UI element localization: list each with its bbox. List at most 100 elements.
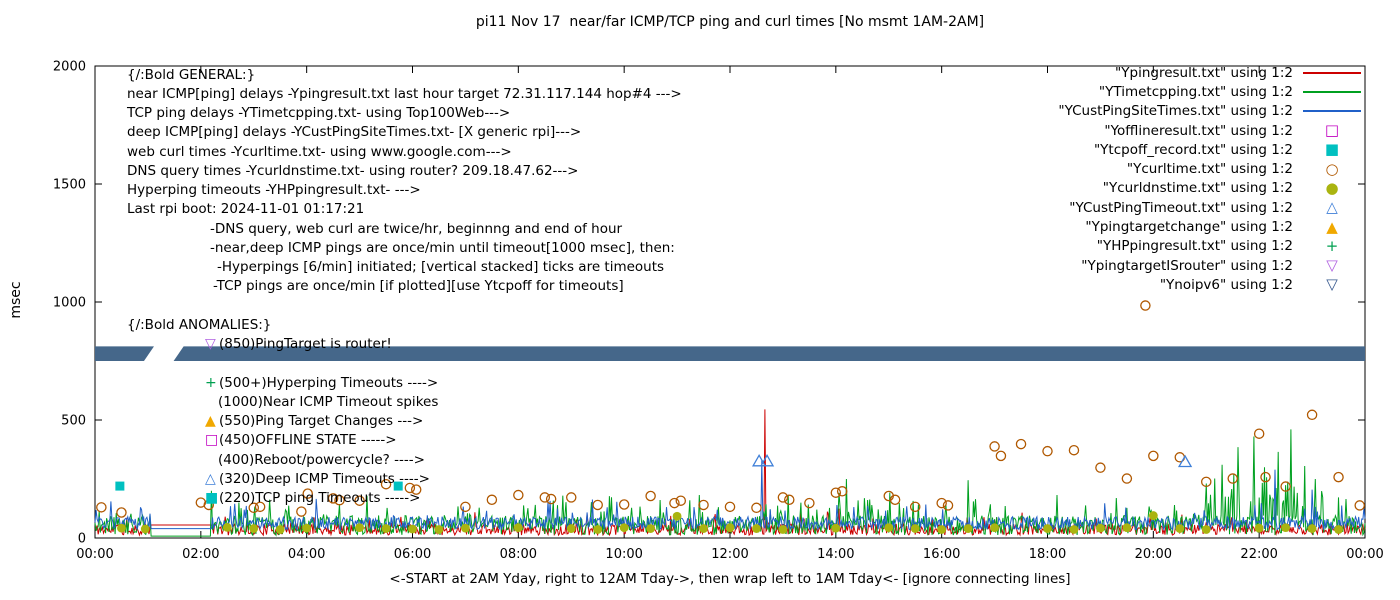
series-point-Ycurldnstime.txt — [566, 524, 576, 533]
series-point-YCustPingTimeout.txt — [751, 453, 767, 467]
series-point-Ycurldnstime.txt — [619, 523, 629, 533]
annotation-line: deep ICMP[ping] delays -YCustPingSiteTim… — [127, 123, 682, 142]
series-point-Ycurltime.txt — [566, 492, 577, 503]
series-point-Ycurldnstime.txt — [884, 523, 894, 533]
series-point-Ycurldnstime.txt — [1096, 523, 1105, 533]
series-point-Ycurldnstime.txt — [937, 525, 947, 534]
legend-label: "Ypingtargetchange" using 1:2 — [1085, 219, 1293, 236]
series-point-Ycurltime.txt — [380, 478, 392, 490]
annotation-line: ■ (220)TCP ping Timeouts -----> — [127, 489, 682, 508]
legend-label: "Ycurltime.txt" using 1:2 — [1126, 161, 1293, 178]
x-axis-label: <-START at 2AM Yday, right to 12AM Tday-… — [389, 571, 1071, 587]
series-point-Ycurltime.txt — [936, 497, 947, 509]
annotation-text: deep ICMP[ping] delays -YCustPingSiteTim… — [127, 124, 582, 141]
legend-sample-line-icon — [1300, 71, 1364, 74]
series-point-Ycurltime.txt — [995, 450, 1007, 462]
series-point-Ycurltime.txt — [989, 441, 1000, 452]
series-point-Ycurldnstime.txt — [1148, 511, 1158, 520]
legend-row: "Ypingresult.txt" using 1:2 — [1058, 63, 1364, 82]
series-point-Ycurltime.txt — [836, 486, 848, 497]
series-point-Ycurldnstime.txt — [1122, 523, 1132, 533]
series-point-Ycurltime.txt — [669, 497, 680, 509]
series-point-Ycurldnstime.txt — [275, 525, 285, 534]
legend-row: "Ynoipv6" using 1:2 ▽ — [1058, 275, 1364, 294]
annotation-line: -DNS query, web curl are twice/hr, begin… — [127, 219, 682, 238]
legend-marker-icon: ▲ — [1326, 217, 1338, 236]
annotation-text: (850)PingTarget is router! — [219, 336, 392, 353]
annotation-text: -TCP pings are once/min [if plotted][use… — [213, 278, 624, 295]
x-tick-label: 02:00 — [182, 547, 219, 562]
annotation-line: -near,deep ICMP pings are once/min until… — [127, 238, 682, 257]
series-point-Ycurltime.txt — [545, 493, 557, 505]
x-tick-label: 22:00 — [1240, 547, 1277, 562]
annotation-line — [127, 296, 682, 315]
annotation-line: {/:Bold ANOMALIES:} — [127, 315, 682, 334]
legend-label: "YHPpingresult.txt" using 1:2 — [1096, 238, 1293, 255]
series-point-YCustPingTimeout.txt — [1177, 454, 1193, 468]
annotation-text: (320)Deep ICMP Timeouts ----> — [219, 470, 430, 487]
annotation-text: -near,deep ICMP pings are once/min until… — [210, 239, 675, 256]
legend-row: "YCustPingTimeout.txt" using 1:2 △ — [1058, 198, 1364, 217]
series-point-Ycurltime.txt — [302, 488, 313, 499]
legend-marker-icon: ▽ — [1326, 256, 1338, 275]
annotation-line: (1000)Near ICMP Timeout spikes — [127, 392, 682, 411]
series-point-Ycurltime.txt — [645, 490, 656, 502]
series-point-Ycurltime.txt — [460, 501, 471, 513]
annotation-line: ▽ (850)PingTarget is router! — [127, 335, 682, 354]
annotation-line: web curl times -Ycurltime.txt- using www… — [127, 142, 682, 161]
series-point-Ycurltime.txt — [296, 506, 307, 517]
series-band-Ynoipv6 — [173, 346, 1365, 361]
legend-row: "Ycurldnstime.txt" using 1:2 ● — [1058, 179, 1364, 198]
x-tick-label: 14:00 — [817, 547, 854, 562]
series-point-Ycurltime.txt — [889, 494, 901, 506]
series-point-Ycurldnstime.txt — [1307, 524, 1317, 533]
series-point-Ycurltime.txt — [830, 487, 842, 498]
legend-row: "Ycurltime.txt" using 1:2 ○ — [1058, 159, 1364, 178]
series-point-Ycurltime.txt — [777, 492, 789, 503]
chart-title: pi11 Nov 17 near/far ICMP/TCP ping and c… — [475, 14, 985, 30]
annotation-line: + (500+)Hyperping Timeouts ----> — [127, 373, 682, 392]
series-point-Ycurltime.txt — [513, 489, 524, 501]
annotation-line: near ICMP[ping] delays -Ypingresult.txt … — [127, 84, 682, 103]
series-point-Ycurldnstime.txt — [963, 524, 973, 533]
annotation-text: web curl times -Ycurltime.txt- using www… — [127, 143, 512, 160]
legend-sample-triangle-down-open-icon: ▽ — [1300, 258, 1364, 273]
annotation-text: DNS query times -Ycurldnstime.txt- using… — [127, 162, 579, 179]
series-point-Ycurltime.txt — [1068, 444, 1080, 456]
series-point-Ycurldnstime.txt — [778, 525, 788, 534]
series-point-Ycurltime.txt — [254, 501, 266, 513]
legend-label: "Yofflineresult.txt" using 1:2 — [1104, 122, 1293, 139]
series-point-Ycurltime.txt — [1140, 300, 1151, 311]
annotation-text: {/:Bold GENERAL:} — [127, 66, 256, 83]
series-point-Ycurltime.txt — [1280, 481, 1291, 492]
annotation-text: (450)OFFLINE STATE -----> — [219, 432, 397, 449]
annotation-line: □ (450)OFFLINE STATE -----> — [127, 431, 682, 450]
series-point-Ycurltime.txt — [96, 502, 107, 513]
annotation-line: ▲ (550)Ping Target Changes ---> — [127, 412, 682, 431]
x-tick-label: 16:00 — [923, 547, 960, 562]
legend-line-sample-icon — [1303, 71, 1361, 74]
legend-label: "YTimetcpping.txt" using 1:2 — [1098, 83, 1293, 100]
series-point-Ycurltime.txt — [751, 502, 762, 514]
legend-sample-square-open-icon: □ — [1300, 123, 1364, 138]
annotation-text: Hyperping timeouts -YHPpingresult.txt- -… — [127, 182, 421, 199]
series-point-Ycurldnstime.txt — [434, 525, 444, 534]
legend-marker-icon: ■ — [1324, 140, 1340, 159]
annotation-line — [127, 354, 682, 373]
annotation-line: -TCP pings are once/min [if plotted][use… — [127, 277, 682, 296]
legend-sample-line-icon — [1300, 110, 1364, 113]
annotations: {/:Bold GENERAL:} near ICMP[ping] delays … — [127, 65, 682, 508]
y-tick-label: 500 — [61, 414, 86, 429]
series-point-Ycurldnstime.txt — [990, 523, 999, 533]
legend-marker-icon: + — [1325, 236, 1339, 255]
annotation-text: TCP ping delays -YTimetcpping.txt- using… — [127, 105, 511, 122]
annotation-marker-icon: ▲ — [205, 413, 216, 430]
legend-row: "YTimetcpping.txt" using 1:2 — [1058, 82, 1364, 101]
x-tick-label: 00:00 — [76, 547, 113, 562]
series-point-Ycurldnstime.txt — [140, 524, 150, 534]
annotation-line: -Hyperpings [6/min] initiated; [vertical… — [127, 258, 682, 277]
series-point-Ycurldnstime.txt — [831, 523, 841, 533]
annotation-line: △ (320)Deep ICMP Timeouts ----> — [127, 469, 682, 488]
legend-line-sample-icon — [1303, 90, 1361, 93]
